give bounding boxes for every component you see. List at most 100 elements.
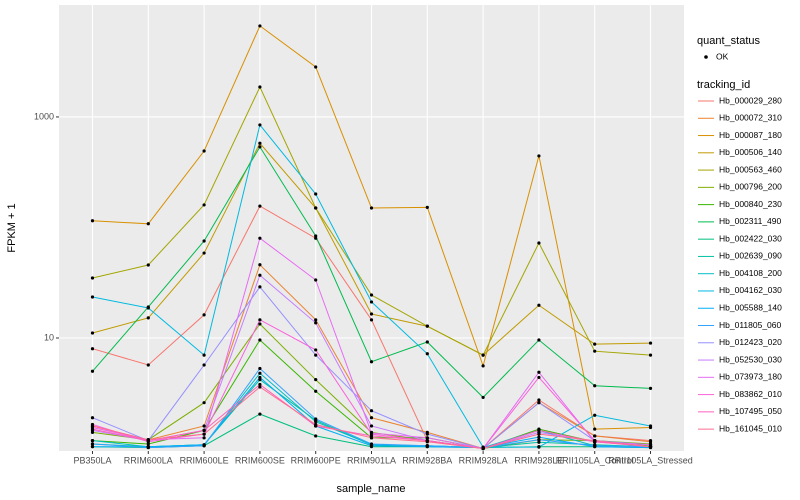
data-point xyxy=(258,141,262,145)
data-point xyxy=(258,204,262,208)
data-point xyxy=(202,239,206,243)
legend-label: Hb_000840_230 xyxy=(719,199,782,209)
data-point xyxy=(258,24,262,28)
legend-label: Hb_012423_020 xyxy=(719,337,782,347)
data-point xyxy=(90,427,95,431)
data-point xyxy=(314,321,318,325)
data-point xyxy=(369,424,374,428)
data-point xyxy=(90,442,95,446)
data-point xyxy=(537,445,541,449)
data-point xyxy=(258,236,262,240)
data-point xyxy=(314,434,318,438)
data-point xyxy=(146,363,150,367)
x-tick-label: RRIM600LE xyxy=(180,455,229,465)
data-point xyxy=(425,440,429,444)
data-point xyxy=(90,219,95,223)
data-point xyxy=(258,366,262,371)
data-point xyxy=(314,65,318,69)
data-point xyxy=(258,322,262,326)
legend-label: Hb_002639_090 xyxy=(719,251,782,261)
data-point xyxy=(90,295,95,299)
data-point xyxy=(481,364,485,368)
data-point xyxy=(258,263,262,267)
data-point xyxy=(90,276,95,280)
data-point xyxy=(258,375,262,380)
data-point xyxy=(258,85,262,89)
data-point xyxy=(537,303,541,307)
data-point xyxy=(258,338,262,342)
data-point xyxy=(537,432,541,436)
data-point xyxy=(425,432,429,436)
data-point xyxy=(537,440,541,444)
data-point xyxy=(202,363,206,367)
data-point xyxy=(369,442,374,446)
legend-key xyxy=(704,55,708,59)
data-point xyxy=(648,353,653,357)
data-point xyxy=(314,192,318,196)
data-point xyxy=(258,123,262,127)
data-point xyxy=(90,445,95,449)
data-point xyxy=(314,378,318,382)
data-point xyxy=(90,438,95,443)
data-point xyxy=(648,445,653,449)
data-point xyxy=(258,371,262,375)
data-point xyxy=(202,432,206,436)
legend-label: Hb_073973_180 xyxy=(719,372,782,382)
data-point xyxy=(425,340,429,344)
data-point xyxy=(314,420,318,424)
data-point xyxy=(258,285,262,289)
data-point xyxy=(537,338,541,342)
legend-label: Hb_052530_030 xyxy=(719,354,782,364)
x-tick-label: RRIM928LA xyxy=(459,455,508,465)
data-point xyxy=(537,401,541,405)
data-point xyxy=(314,206,318,210)
data-point xyxy=(537,154,541,158)
data-point xyxy=(648,341,653,345)
data-point xyxy=(258,145,262,149)
data-point xyxy=(90,416,95,420)
data-point xyxy=(90,331,95,335)
data-point xyxy=(146,263,150,267)
data-point xyxy=(202,251,206,255)
data-point xyxy=(537,241,541,245)
data-point xyxy=(425,436,429,440)
legend-label: Hb_000563_460 xyxy=(719,164,782,174)
data-point xyxy=(593,444,597,448)
data-point xyxy=(202,149,206,153)
legend-label: Hb_107495_050 xyxy=(719,406,782,416)
legend-label: Hb_011805_060 xyxy=(719,320,782,330)
legend-label: Hb_004108_200 xyxy=(719,268,782,278)
data-point xyxy=(369,360,374,364)
data-point xyxy=(481,395,485,400)
x-tick-label: RRII105LA_Stressed xyxy=(608,455,693,465)
data-point xyxy=(369,409,374,413)
data-point xyxy=(425,324,429,328)
data-point xyxy=(314,353,318,357)
data-point xyxy=(146,306,150,310)
x-axis-title: sample_name xyxy=(336,483,405,495)
data-point xyxy=(425,205,429,209)
data-point xyxy=(314,389,318,393)
data-point xyxy=(314,348,318,352)
data-point xyxy=(314,236,318,240)
data-point xyxy=(369,318,374,322)
data-point xyxy=(593,349,597,353)
x-tick-label: RRIM600LA xyxy=(124,455,173,465)
data-point xyxy=(593,434,597,438)
data-point xyxy=(202,401,206,405)
data-point xyxy=(90,347,95,351)
data-point xyxy=(593,427,597,431)
data-point xyxy=(593,438,597,443)
data-point xyxy=(369,312,374,316)
data-point xyxy=(202,313,206,317)
data-point xyxy=(537,398,541,402)
data-point xyxy=(258,382,262,387)
data-point xyxy=(369,206,374,210)
data-point xyxy=(314,417,318,421)
data-point xyxy=(593,413,597,417)
data-point xyxy=(314,278,318,282)
legend-label: OK xyxy=(716,51,729,61)
legend-label: Hb_000029_280 xyxy=(719,95,782,105)
